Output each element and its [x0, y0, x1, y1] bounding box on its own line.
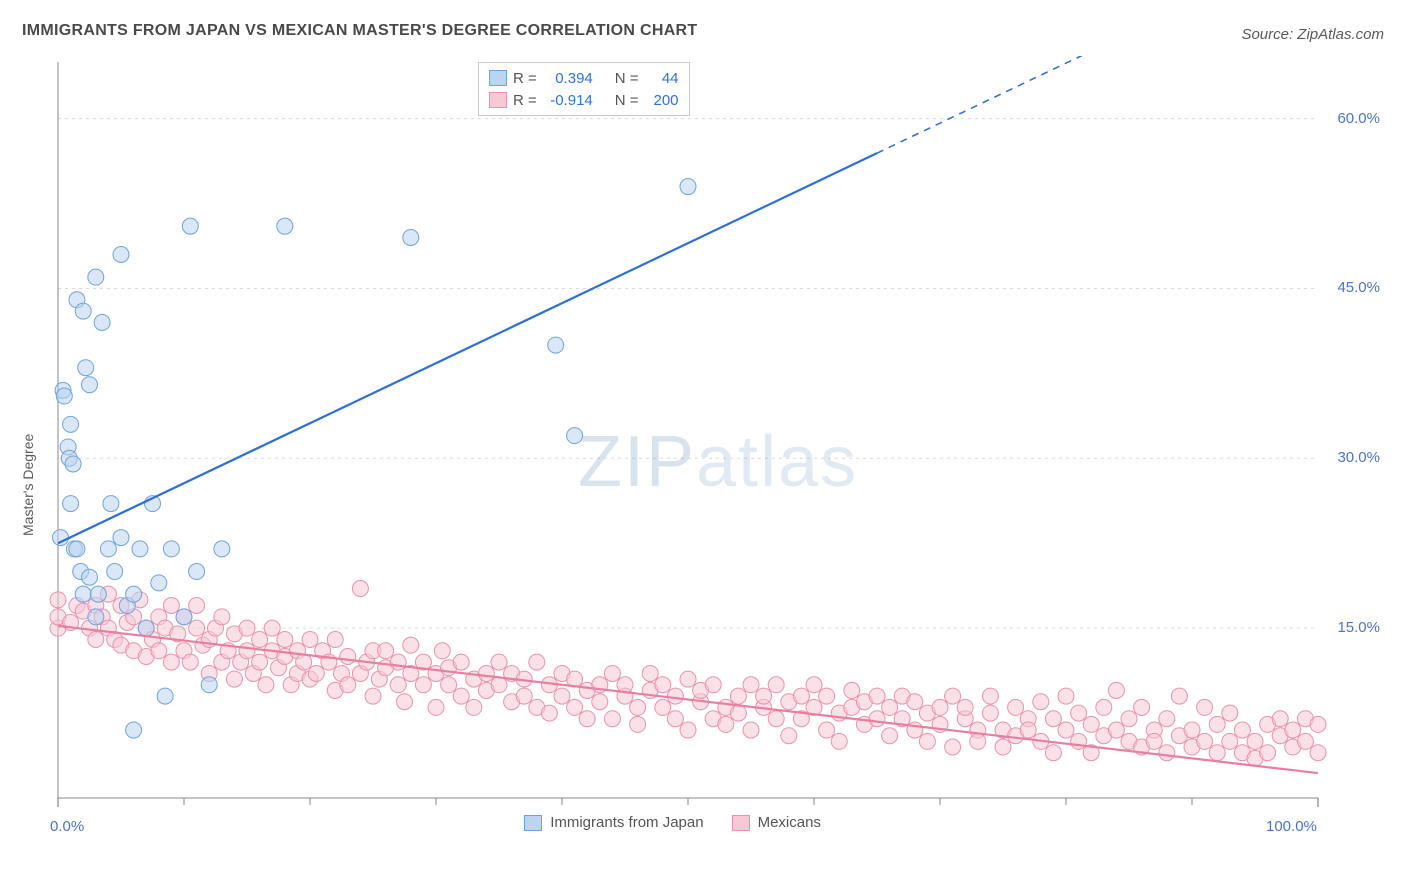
x-tick-label: 0.0%	[50, 818, 84, 835]
n-value-japan: 44	[645, 70, 679, 87]
correlation-chart: ZIPatlas Master's Degree 15.0% 30.0% 45.…	[48, 56, 1384, 846]
legend-label-mexican: Mexicans	[758, 814, 821, 831]
r-label: R =	[513, 92, 537, 109]
legend-label-japan: Immigrants from Japan	[550, 814, 703, 831]
x-tick-label: 100.0%	[1266, 818, 1317, 835]
r-value-japan: 0.394	[543, 70, 593, 87]
series-legend: Immigrants from Japan Mexicans	[524, 814, 821, 831]
y-tick-label: 45.0%	[1337, 279, 1380, 296]
y-axis-label: Master's Degree	[20, 434, 36, 536]
source-attribution: Source: ZipAtlas.com	[1241, 26, 1384, 43]
swatch-japan	[489, 70, 507, 86]
n-value-mexican: 200	[645, 92, 679, 109]
stats-legend-row-japan: R = 0.394 N = 44	[489, 67, 679, 89]
n-label: N =	[615, 92, 639, 109]
swatch-mexican	[732, 815, 750, 831]
r-label: R =	[513, 70, 537, 87]
stats-legend: R = 0.394 N = 44 R = -0.914 N = 200	[478, 62, 690, 116]
stats-legend-row-mexican: R = -0.914 N = 200	[489, 89, 679, 111]
legend-item-mexican: Mexicans	[732, 814, 821, 831]
y-tick-label: 60.0%	[1337, 110, 1380, 127]
chart-title: IMMIGRANTS FROM JAPAN VS MEXICAN MASTER'…	[22, 22, 697, 40]
y-tick-label: 15.0%	[1337, 619, 1380, 636]
swatch-japan	[524, 815, 542, 831]
r-value-mexican: -0.914	[543, 92, 593, 109]
legend-item-japan: Immigrants from Japan	[524, 814, 703, 831]
swatch-mexican	[489, 92, 507, 108]
y-tick-label: 30.0%	[1337, 449, 1380, 466]
chart-svg	[48, 56, 1384, 846]
n-label: N =	[615, 70, 639, 87]
